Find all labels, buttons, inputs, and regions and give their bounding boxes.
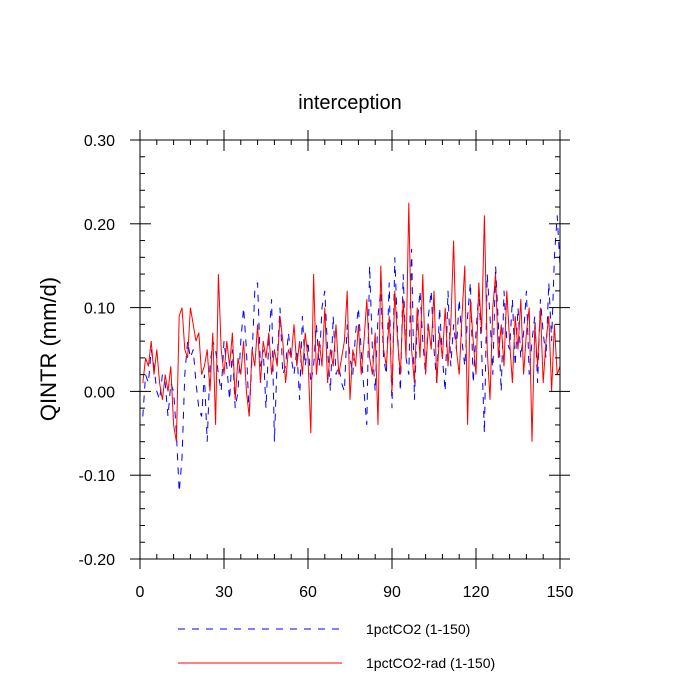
series-line-1pctco2-rad (142, 202, 561, 442)
y-tick-label: -0.20 (79, 552, 116, 569)
x-tick-label: 0 (136, 584, 145, 601)
x-tick-label: 120 (463, 584, 490, 601)
legend: 1pctCO2 (1-150) 1pctCO2-rad (1-150) (178, 621, 495, 671)
y-axis-label: QINTR (mm/d) (36, 277, 61, 421)
y-tick-label: -0.10 (79, 468, 116, 485)
series-line-1pctco2 (142, 215, 561, 493)
legend-label-1pctco2: 1pctCO2 (1-150) (366, 621, 470, 637)
x-tick-label: 90 (383, 584, 401, 601)
plot-series-layer (142, 202, 561, 493)
y-tick-label: 0.00 (84, 384, 115, 401)
plot-frame (139, 139, 561, 560)
plot-axes-layer: 0 30 60 90 120 150 -0.20 -0.10 0.00 0.10 0.20 0.30 (79, 130, 574, 601)
x-tick-label: 150 (547, 584, 574, 601)
y-tick-label: 0.10 (84, 301, 115, 318)
x-tick-label: 60 (299, 584, 317, 601)
chart-title: interception (298, 92, 401, 114)
y-tick-label: 0.30 (84, 133, 115, 150)
x-tick-label: 30 (215, 584, 233, 601)
y-tick-label: 0.20 (84, 217, 115, 234)
legend-label-1pctco2-rad: 1pctCO2-rad (1-150) (366, 655, 495, 671)
